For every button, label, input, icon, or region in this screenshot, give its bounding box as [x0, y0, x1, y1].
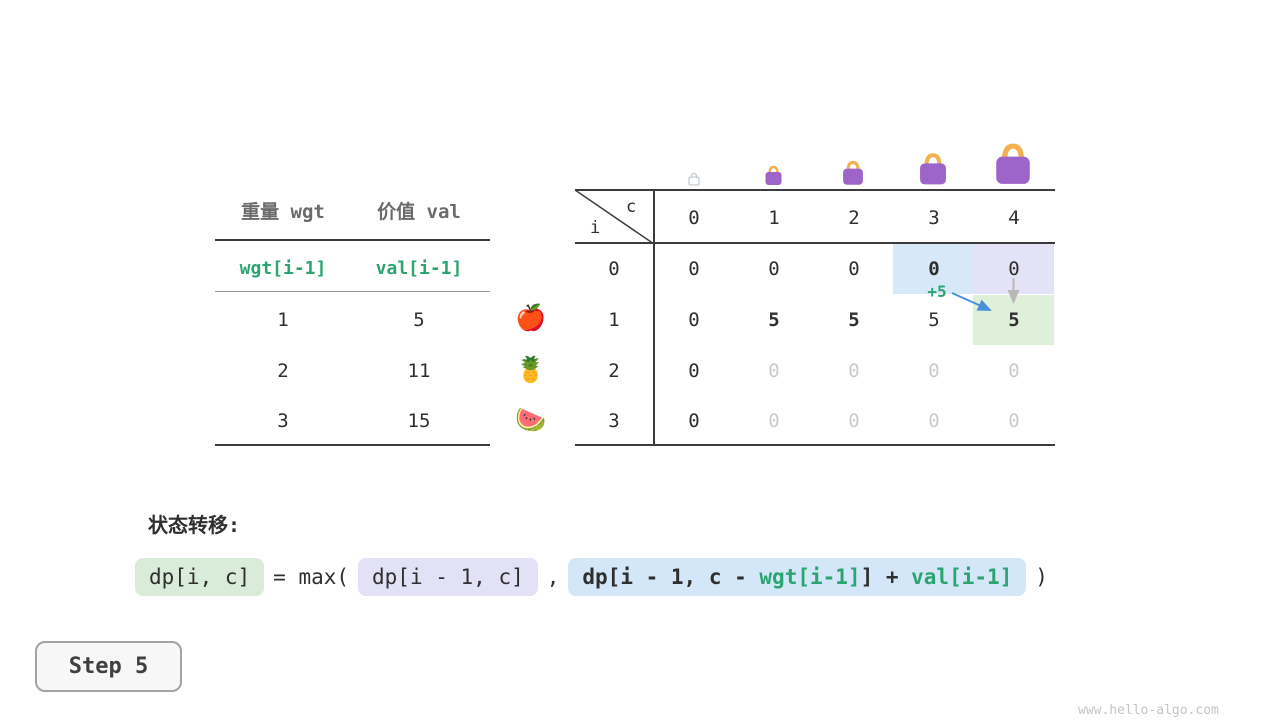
dp-cell-3-0: 0: [688, 410, 700, 432]
items-table-bottom-divider: [215, 444, 490, 446]
dp-table-corner-diagonal: [575, 189, 655, 245]
dp-col-header-2: 2: [848, 207, 860, 229]
dp-cell-2-0: 0: [688, 360, 700, 382]
apple-icon: 🍎: [515, 303, 547, 332]
dp-row-header-2: 2: [608, 360, 620, 382]
dp-cell-3-4: 0: [1008, 410, 1020, 432]
state-transition-formula: dp[i, c] = max( dp[i - 1, c] , dp[i - 1,…: [135, 558, 1057, 596]
dp-cell-2-4: 0: [1008, 360, 1020, 382]
dp-cell-highlight-prev-same: [893, 244, 973, 294]
dp-cell-1-0: 0: [688, 309, 700, 331]
dp-cell-1-3: 5: [928, 309, 940, 331]
dp-cell-2-2: 0: [848, 360, 860, 382]
items-var-wgt: wgt[i-1]: [239, 258, 327, 279]
transition-arrows: [951, 278, 1020, 311]
state-transition-label: 状态转移:: [148, 513, 241, 537]
dp-col-header-1: 1: [768, 207, 780, 229]
dp-cell-3-3: 0: [928, 410, 940, 432]
arrow-blue-diagonal-icon: [951, 292, 992, 311]
formula-lhs-box: dp[i, c]: [135, 558, 265, 596]
dp-table-top-border: [575, 189, 1055, 191]
item-row-3-val: 15: [407, 410, 431, 432]
items-var-val: val[i-1]: [375, 258, 463, 279]
bag-icon-capacity-2: [843, 160, 863, 185]
dp-table-vertical-divider: [653, 189, 655, 446]
bag-icon-capacity-0: [688, 172, 700, 186]
formula-option2-wgt: wgt[i-1]: [759, 565, 861, 589]
formula-option1-box: dp[i - 1, c]: [358, 558, 538, 596]
dp-cell-3-1: 0: [768, 410, 780, 432]
item-row-1-val: 5: [413, 309, 425, 331]
item-row-2-wgt: 2: [277, 360, 289, 382]
dp-col-header-0: 0: [688, 207, 700, 229]
dp-cell-1-1: 5: [768, 309, 780, 331]
items-table-header-divider: [215, 239, 490, 241]
formula-option2-part1: dp[i - 1, c -: [582, 565, 760, 589]
dp-cell-0-3: 0: [928, 258, 940, 280]
formula-comma: ,: [546, 565, 560, 589]
dp-cell-0-2: 0: [848, 258, 860, 280]
step-button[interactable]: Step 5: [35, 641, 182, 692]
items-col-header-weight: 重量 wgt: [241, 201, 325, 223]
dp-cell-2-1: 0: [768, 360, 780, 382]
items-table-var-divider: [215, 291, 490, 292]
dp-cell-3-2: 0: [848, 410, 860, 432]
dp-cell-1-4: 5: [1008, 309, 1020, 331]
dp-cell-0-1: 0: [768, 258, 780, 280]
dp-row-header-1: 1: [608, 309, 620, 331]
dp-cell-0-0: 0: [688, 258, 700, 280]
dp-col-header-3: 3: [928, 207, 940, 229]
dp-corner-row-label: i: [590, 218, 601, 238]
dp-row-header-0: 0: [608, 258, 620, 280]
dp-cell-1-2: 5: [848, 309, 860, 331]
pineapple-icon: 🍍: [515, 355, 547, 384]
dp-table-bottom-border: [575, 444, 1055, 446]
item-row-2-val: 11: [407, 360, 431, 382]
dp-row-header-3: 3: [608, 410, 620, 432]
transition-value-label: +5: [927, 282, 947, 301]
bag-icon-capacity-3: [920, 153, 946, 185]
formula-eq-max: = max(: [273, 565, 350, 589]
formula-close-paren: ): [1035, 565, 1048, 589]
bag-icon-capacity-1: [765, 165, 782, 185]
dp-cell-2-3: 0: [928, 360, 940, 382]
dp-cell-0-4: 0: [1008, 258, 1020, 280]
bag-icon-capacity-4: [996, 143, 1030, 184]
dp-corner-col-label: c: [626, 197, 637, 217]
formula-option2-part3: ] +: [860, 565, 912, 589]
dp-col-header-4: 4: [1008, 207, 1020, 229]
watermark: www.hello-algo.com: [1078, 703, 1219, 718]
item-row-1-wgt: 1: [277, 309, 289, 331]
watermelon-icon: 🍉: [515, 405, 547, 434]
formula-option2-val: val[i-1]: [911, 565, 1013, 589]
dp-table-header-divider: [575, 242, 1055, 244]
item-row-3-wgt: 3: [277, 410, 289, 432]
items-col-header-value: 价值 val: [377, 201, 461, 223]
formula-option2-box: dp[i - 1, c - wgt[i-1]] + val[i-1]: [568, 558, 1027, 596]
